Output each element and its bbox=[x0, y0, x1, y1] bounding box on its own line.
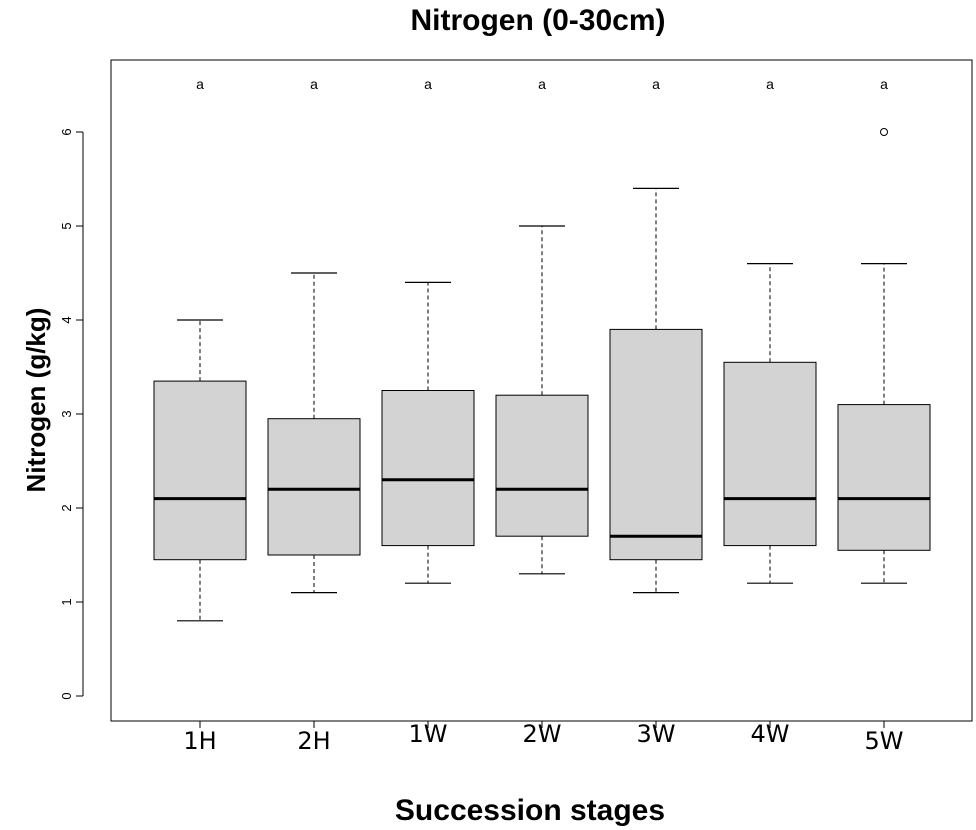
significance-letter: a bbox=[424, 76, 432, 92]
outlier-point bbox=[880, 128, 888, 136]
x-tick-label: 3W bbox=[637, 720, 676, 748]
box-2H bbox=[267, 418, 361, 556]
x-axis-label: Succession stages bbox=[395, 794, 665, 827]
x-tick-label: 5W bbox=[865, 727, 904, 755]
x-tick-label: 2H bbox=[297, 727, 330, 755]
significance-letter: a bbox=[196, 76, 204, 92]
x-tick-label: 1W bbox=[409, 720, 448, 748]
box-5W bbox=[837, 404, 931, 551]
chart-title: Nitrogen (0-30cm) bbox=[410, 4, 665, 37]
y-tick-label: 1 bbox=[59, 598, 74, 605]
y-tick-label: 2 bbox=[59, 504, 74, 511]
box-1H bbox=[153, 380, 247, 561]
y-tick-label: 5 bbox=[59, 222, 74, 229]
y-tick-label: 0 bbox=[59, 692, 74, 699]
y-tick-label: 4 bbox=[59, 316, 74, 323]
significance-letter: a bbox=[880, 76, 888, 92]
significance-letter: a bbox=[538, 76, 546, 92]
significance-letter: a bbox=[766, 76, 774, 92]
significance-letter: a bbox=[652, 76, 660, 92]
y-tick-label: 6 bbox=[59, 128, 74, 135]
box-3W bbox=[609, 328, 703, 561]
x-tick-label: 4W bbox=[751, 720, 790, 748]
x-tick-label: 2W bbox=[523, 720, 562, 748]
box-1W bbox=[381, 390, 475, 547]
box-2W bbox=[495, 394, 589, 537]
y-tick-label: 3 bbox=[59, 410, 74, 417]
y-axis-label: Nitrogen (g/kg) bbox=[21, 308, 51, 493]
x-tick-label: 1H bbox=[183, 727, 216, 755]
box-4W bbox=[723, 361, 817, 547]
significance-letter: a bbox=[310, 76, 318, 92]
